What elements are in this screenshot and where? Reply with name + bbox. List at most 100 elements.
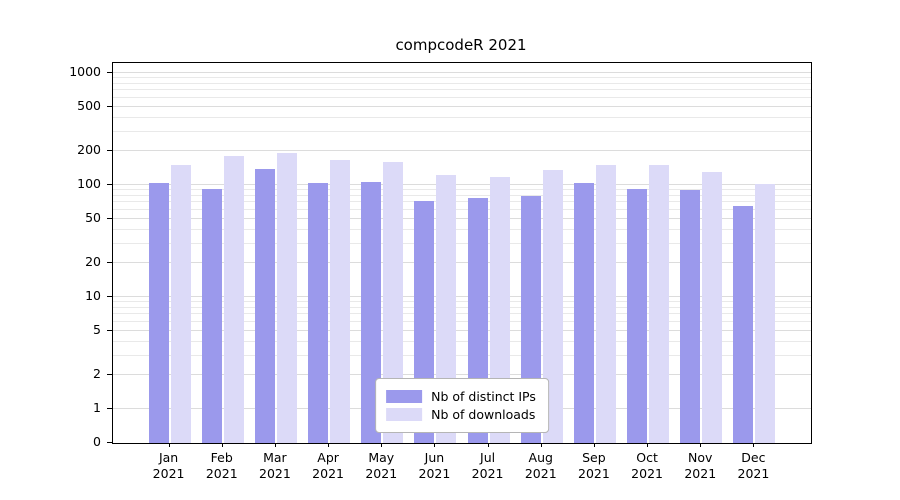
x-tick-label-may: May 2021 xyxy=(365,450,398,482)
bar-nb-of-downloads-sep xyxy=(595,164,616,443)
gridline xyxy=(113,130,811,132)
gridline xyxy=(113,313,811,315)
gridline xyxy=(113,116,811,118)
legend-label-distinct-ips: Nb of distinct IPs xyxy=(431,389,536,404)
y-tick-label: 2 xyxy=(93,366,101,382)
gridline xyxy=(113,262,811,264)
bar-nb-of-downloads-feb xyxy=(223,156,244,443)
y-tick-mark xyxy=(107,184,112,185)
gridline xyxy=(113,354,811,356)
gridline xyxy=(113,228,811,230)
y-tick-mark xyxy=(107,72,112,73)
x-tick-mark xyxy=(647,443,649,447)
x-tick-mark xyxy=(593,443,595,447)
y-tick-mark xyxy=(107,296,112,297)
x-tick-mark xyxy=(487,443,489,447)
legend-swatch-distinct-ips xyxy=(386,390,423,403)
gridline xyxy=(113,208,811,210)
legend-swatch-downloads xyxy=(386,408,423,421)
x-tick-mark xyxy=(753,443,755,447)
y-tick-mark xyxy=(107,374,112,376)
bar-nb-of-downloads-aug xyxy=(542,170,563,443)
y-tick-label: 50 xyxy=(85,209,101,225)
y-tick-mark xyxy=(107,105,112,107)
bar-nb-of-distinct-ips-feb xyxy=(201,188,222,443)
x-tick-label-sep: Sep 2021 xyxy=(578,450,610,482)
x-tick-mark xyxy=(540,443,542,447)
x-tick-label-dec: Dec 2021 xyxy=(737,450,770,482)
gridline xyxy=(113,217,811,219)
y-tick-mark xyxy=(107,262,112,264)
bar-nb-of-distinct-ips-nov xyxy=(680,190,701,443)
gridline xyxy=(113,242,811,244)
bar-nb-of-distinct-ips-sep xyxy=(573,183,594,443)
gridline xyxy=(113,184,811,185)
gridline xyxy=(113,194,811,196)
y-axis: 0 1 2 5 10 20 50 100 200 500 1000 xyxy=(0,62,111,449)
x-tick-mark xyxy=(434,443,436,447)
x-tick-label-oct: Oct 2021 xyxy=(631,450,663,482)
y-tick-label: 200 xyxy=(77,142,101,158)
gridline xyxy=(113,189,811,191)
gridline xyxy=(113,340,811,342)
gridline xyxy=(113,89,811,91)
y-tick-mark xyxy=(107,408,112,409)
gridline xyxy=(113,306,811,308)
bar-nb-of-distinct-ips-may xyxy=(361,182,382,443)
gridline xyxy=(113,150,811,152)
x-tick-label-feb: Feb 2021 xyxy=(205,450,238,482)
bar-nb-of-distinct-ips-jan xyxy=(148,182,169,443)
x-tick-mark xyxy=(328,443,330,447)
x-tick-label-mar: Mar 2021 xyxy=(259,450,291,482)
bar-nb-of-downloads-jul xyxy=(489,176,510,443)
gridline xyxy=(113,374,811,376)
gridline xyxy=(113,201,811,203)
y-tick-mark xyxy=(107,442,112,443)
gridline xyxy=(113,301,811,303)
bar-nb-of-distinct-ips-dec xyxy=(733,205,754,443)
y-tick-label: 20 xyxy=(85,254,101,270)
bar-nb-of-downloads-apr xyxy=(330,159,351,443)
chart-title: compcodeR 2021 xyxy=(395,36,527,54)
y-tick-label: 0 xyxy=(93,434,101,449)
y-tick-label: 5 xyxy=(93,321,101,337)
gridline xyxy=(113,296,811,297)
gridline xyxy=(113,72,811,73)
legend-item-downloads: Nb of downloads xyxy=(386,407,536,422)
gridline xyxy=(113,77,811,79)
gridline xyxy=(113,329,811,331)
legend: Nb of distinct IPs Nb of downloads xyxy=(375,378,549,433)
bar-nb-of-distinct-ips-apr xyxy=(308,183,329,443)
x-tick-label-jan: Jan 2021 xyxy=(152,450,185,482)
bar-nb-of-downloads-dec xyxy=(755,184,776,443)
y-tick-label: 1000 xyxy=(69,64,101,79)
y-tick-mark xyxy=(107,150,112,152)
y-tick-label: 1 xyxy=(93,400,101,415)
x-tick-mark xyxy=(381,443,383,447)
y-tick-mark xyxy=(107,217,112,219)
gridline xyxy=(113,105,811,107)
x-tick-mark xyxy=(168,443,170,447)
plot-area: Nb of distinct IPs Nb of downloads xyxy=(112,62,812,444)
x-tick-mark xyxy=(221,443,223,447)
gridline xyxy=(113,96,811,98)
y-tick-label: 10 xyxy=(85,288,101,303)
bar-nb-of-downloads-jan xyxy=(170,165,191,443)
bar-nb-of-downloads-mar xyxy=(276,153,297,443)
x-tick-label-nov: Nov 2021 xyxy=(684,450,717,482)
y-tick-label: 500 xyxy=(77,97,101,113)
bar-nb-of-downloads-jun xyxy=(436,174,457,443)
x-tick-label-apr: Apr 2021 xyxy=(312,450,344,482)
legend-label-downloads: Nb of downloads xyxy=(431,407,536,422)
bar-nb-of-downloads-oct xyxy=(649,165,670,443)
x-tick-label-jul: Jul 2021 xyxy=(471,450,504,482)
x-tick-mark xyxy=(700,443,702,447)
gridline xyxy=(113,320,811,322)
x-tick-mark xyxy=(274,443,276,447)
y-tick-label: 100 xyxy=(77,176,101,191)
bar-nb-of-downloads-nov xyxy=(702,172,723,443)
bar-nb-of-downloads-may xyxy=(383,162,404,443)
bar-nb-of-distinct-ips-oct xyxy=(627,188,648,443)
bar-nb-of-distinct-ips-mar xyxy=(254,168,275,443)
